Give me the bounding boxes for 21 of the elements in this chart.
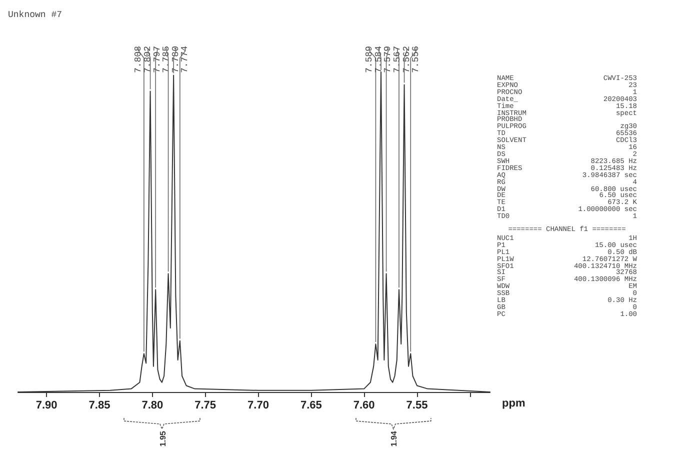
x-tick-label: 7.60 xyxy=(353,400,375,412)
annotation: 7.589 xyxy=(364,46,375,74)
annotation: 7.556 xyxy=(411,46,422,74)
x-tick-label: 7.55 xyxy=(406,400,428,412)
text: 1.95 xyxy=(158,430,168,447)
annotation: 7.584 xyxy=(374,46,384,74)
x-axis-title: ppm xyxy=(502,398,526,410)
annotation: 7.802 xyxy=(142,46,153,74)
x-tick-label: 7.75 xyxy=(194,400,216,412)
annotation: 7.808 xyxy=(134,46,144,74)
x-tick-label: 7.90 xyxy=(36,400,58,412)
text: 1.94 xyxy=(390,430,399,447)
annotation: 7.567 xyxy=(392,46,402,74)
annotation: 7.780 xyxy=(170,46,181,74)
x-tick-label: 7.70 xyxy=(248,400,269,412)
x-tick-label: 7.65 xyxy=(300,400,322,412)
chart-title: Unknown #7 xyxy=(8,10,62,20)
x-tick-label: 7.80 xyxy=(142,400,164,412)
annotation: 7.797 xyxy=(152,46,162,74)
annotation: 7.579 xyxy=(383,46,394,74)
x-tick-label: 7.85 xyxy=(88,400,110,412)
